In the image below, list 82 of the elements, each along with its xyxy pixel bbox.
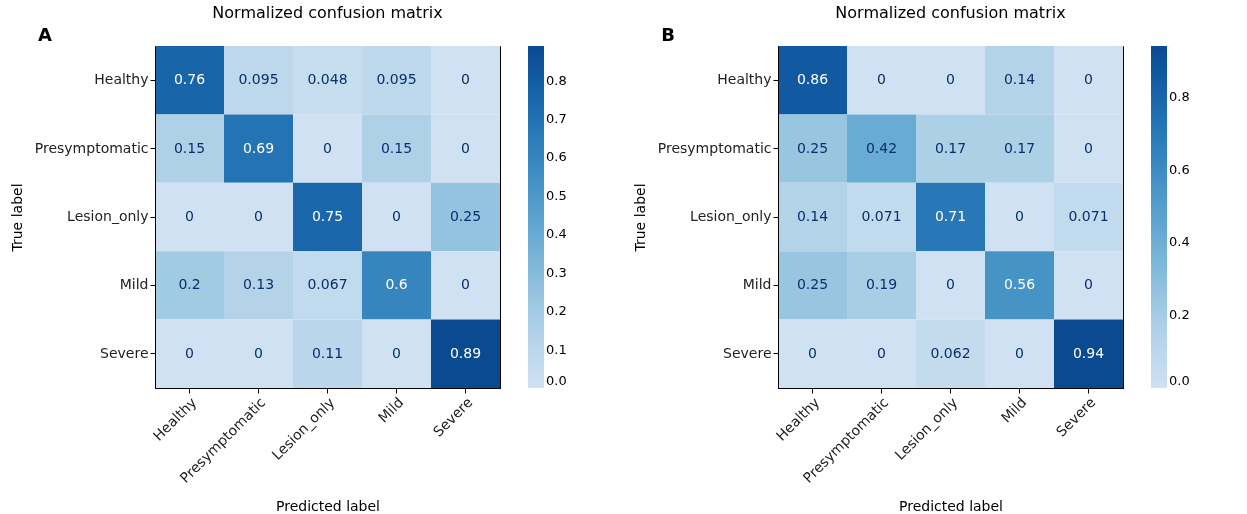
- data-label: 0: [1084, 71, 1093, 88]
- chart-title: Normalized confusion matrix: [835, 3, 1066, 22]
- y-tick-label: Lesion_only: [67, 208, 149, 224]
- data-label: 0.86: [796, 71, 829, 88]
- chart-title: Normalized confusion matrix: [212, 3, 443, 22]
- data-label: 0: [461, 139, 470, 156]
- color-bar-label: 0.8: [1169, 88, 1190, 104]
- text: A: [38, 24, 53, 45]
- x-axis-title: Predicted label: [275, 497, 381, 514]
- data-label: 0.6: [385, 276, 408, 293]
- data-label: 0.25: [796, 276, 829, 293]
- data-label: 0.062: [930, 344, 971, 361]
- data-label: 0.067: [307, 276, 348, 293]
- data-label: 0: [1084, 139, 1093, 156]
- color-bar-label: 0.8: [546, 72, 567, 88]
- data-label: 0: [808, 344, 817, 361]
- data-label: 0.14: [796, 208, 829, 224]
- data-label: 0.56: [1003, 276, 1036, 293]
- data-label: 0: [1084, 276, 1093, 293]
- color-bar-label: 0.0: [1169, 373, 1190, 388]
- data-label: 0: [877, 71, 886, 88]
- data-label: 0.071: [861, 208, 902, 224]
- text: B: [661, 24, 675, 45]
- data-label: 0: [392, 344, 401, 361]
- data-label: 0: [392, 208, 401, 224]
- color-bar-label: 0.4: [546, 226, 567, 242]
- data-label: 0.11: [311, 344, 344, 361]
- data-label: 0.13: [242, 276, 275, 293]
- data-label: 0: [946, 276, 955, 293]
- data-label: 0.25: [796, 139, 829, 156]
- y-axis-title: True label: [8, 183, 25, 253]
- data-label: 0.14: [1003, 71, 1036, 88]
- data-label: 0.19: [865, 276, 898, 293]
- data-label: 0.2: [178, 276, 201, 293]
- data-label: 0: [461, 276, 470, 293]
- color-bar-label: 0.5: [546, 187, 567, 203]
- data-label: 0.17: [934, 139, 967, 156]
- data-label: 0.15: [380, 139, 413, 156]
- color-bar-label: 0.1: [546, 341, 567, 357]
- data-label: 0: [254, 208, 263, 224]
- color-bar-label: 0.6: [1169, 161, 1190, 177]
- data-label: 0: [323, 139, 332, 156]
- x-axis-title: Predicted label: [898, 497, 1004, 514]
- color-bar-label: 0.2: [1169, 307, 1190, 323]
- data-label: 0.89: [449, 344, 482, 361]
- data-label: 0.25: [449, 208, 482, 224]
- data-label: 0.71: [934, 208, 967, 224]
- y-tick-label: Healthy: [94, 71, 149, 88]
- data-label: 0.095: [238, 71, 279, 88]
- data-label: 0.42: [865, 139, 898, 156]
- y-tick-label: Severe: [100, 344, 149, 361]
- data-label: 0.76: [173, 71, 206, 88]
- data-label: 0.15: [173, 139, 206, 156]
- data-label: 0: [1015, 344, 1024, 361]
- data-label: 0: [185, 344, 194, 361]
- data-label: 0.071: [1068, 208, 1109, 224]
- data-label: 0.75: [311, 208, 344, 224]
- color-bar-label: 0.4: [1169, 234, 1190, 250]
- y-tick-label: Presymptomatic: [34, 139, 149, 156]
- data-label: 0.048: [307, 71, 348, 88]
- y-tick-label: Presymptomatic: [657, 139, 772, 156]
- data-label: 0.69: [242, 139, 275, 156]
- color-bar-label: 0.3: [546, 264, 567, 280]
- data-label: 0: [254, 344, 263, 361]
- y-tick-label: Lesion_only: [690, 208, 772, 224]
- data-label: 0: [946, 71, 955, 88]
- data-label: 0: [877, 344, 886, 361]
- color-bar-label: 0.0: [546, 373, 567, 388]
- color-bar-label: 0.7: [546, 111, 567, 127]
- color-bar-label: 0.6: [546, 149, 567, 165]
- data-label: 0.17: [1003, 139, 1036, 156]
- data-label: 0.095: [376, 71, 417, 88]
- y-tick-label: Severe: [723, 344, 772, 361]
- data-label: 0: [461, 71, 470, 88]
- y-axis-title: True label: [631, 183, 648, 253]
- y-tick-label: Mild: [742, 276, 772, 293]
- data-label: 0: [1015, 208, 1024, 224]
- y-tick-label: Healthy: [717, 71, 772, 88]
- data-label: 0: [185, 208, 194, 224]
- y-tick-label: Mild: [119, 276, 149, 293]
- color-bar-label: 0.2: [546, 303, 567, 319]
- data-label: 0.94: [1072, 344, 1105, 361]
